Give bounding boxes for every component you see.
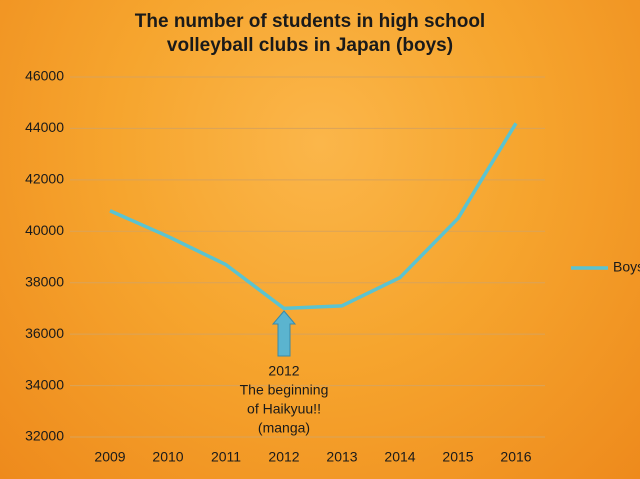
y-tick-label: 32000 bbox=[25, 428, 64, 444]
y-tick-label: 46000 bbox=[25, 68, 64, 84]
x-tick-label: 2015 bbox=[442, 449, 473, 465]
y-tick-label: 38000 bbox=[25, 273, 64, 289]
annotation-text: of Haikyuu!! bbox=[247, 401, 321, 417]
y-tick-label: 44000 bbox=[25, 119, 64, 135]
x-tick-label: 2016 bbox=[500, 449, 531, 465]
y-tick-label: 36000 bbox=[25, 325, 64, 341]
x-tick-label: 2014 bbox=[384, 449, 415, 465]
x-tick-label: 2009 bbox=[94, 449, 125, 465]
legend-label: Boys bbox=[613, 259, 640, 275]
y-tick-label: 34000 bbox=[25, 376, 64, 392]
x-tick-label: 2010 bbox=[152, 449, 183, 465]
annotation-text: (manga) bbox=[258, 420, 310, 436]
y-tick-label: 40000 bbox=[25, 222, 64, 238]
annotation-text: The beginning bbox=[240, 382, 329, 398]
annotation-arrow bbox=[271, 310, 297, 357]
chart-title: The number of students in high school vo… bbox=[134, 11, 486, 56]
data-line bbox=[109, 122, 518, 311]
x-tick-label: 2012 bbox=[268, 449, 299, 465]
annotation-text: 2012 bbox=[268, 363, 299, 379]
x-tick-label: 2011 bbox=[211, 449, 241, 465]
x-tick-label: 2013 bbox=[326, 449, 357, 465]
y-tick-label: 42000 bbox=[25, 171, 64, 187]
